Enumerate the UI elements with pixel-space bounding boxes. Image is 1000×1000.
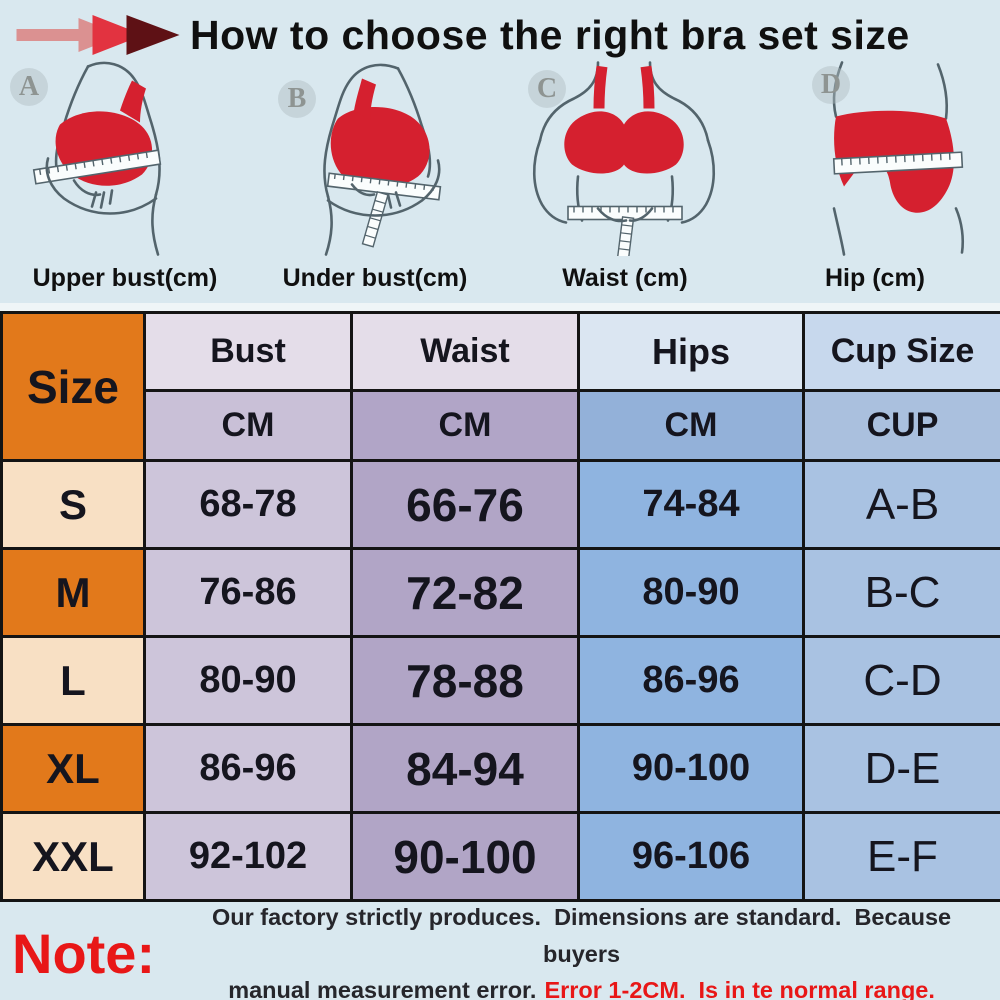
table-row-m: M 76-86 72-82 80-90 B-C	[0, 547, 1000, 638]
cup-cell: B-C	[802, 547, 1000, 638]
col-header-waist: Waist	[350, 311, 580, 392]
figure-under-bust: B	[250, 60, 500, 256]
note-label: Note:	[12, 922, 156, 985]
upper-bust-illustration	[32, 61, 162, 256]
header-row-units: CM CM CM CUP	[2, 389, 1000, 462]
col-header-hips: Hips	[577, 311, 805, 392]
unit-waist-cm: CM	[350, 389, 580, 462]
divider-strip	[0, 303, 1000, 311]
col-header-bust: Bust	[143, 311, 353, 392]
hips-cell: 96-106	[577, 811, 805, 902]
figure-letter-badge-c: C	[528, 70, 566, 108]
note-line2-red: Error 1-2CM. Is in te normal range.	[544, 977, 935, 1000]
size-chart-table: Size Bust Waist Hips Cup Size CM CM CM C…	[0, 311, 1000, 902]
note-text: Our factory strictly produces. Dimension…	[171, 899, 1000, 1000]
cup-cell: E-F	[802, 811, 1000, 902]
note-line2-black: manual measurement error.	[228, 977, 537, 1000]
size-cell: M	[0, 547, 146, 638]
unit-bust-cm: CM	[143, 389, 353, 462]
under-bust-illustration	[323, 63, 442, 256]
cup-cell: A-B	[802, 459, 1000, 550]
hips-cell: 74-84	[577, 459, 805, 550]
bust-cell: 76-86	[143, 547, 353, 638]
table-row-xxl: XXL 92-102 90-100 96-106 E-F	[0, 811, 1000, 902]
figure-waist: C	[500, 60, 750, 256]
table-row-xl: XL 86-96 84-94 90-100 D-E	[0, 723, 1000, 814]
figure-upper-bust: A	[0, 60, 250, 256]
hips-cell: 90-100	[577, 723, 805, 814]
label-under-bust: Under bust(cm)	[282, 263, 468, 292]
label-waist: Waist (cm)	[562, 263, 688, 292]
waist-cell: 78-88	[350, 635, 580, 726]
figure-letter-badge-b: B	[278, 80, 316, 118]
cup-cell: D-E	[802, 723, 1000, 814]
col-header-size: Size	[0, 311, 146, 462]
figure-letter-badge-a: A	[10, 68, 48, 106]
size-cell: S	[0, 459, 146, 550]
hips-cell: 80-90	[577, 547, 805, 638]
bust-cell: 68-78	[143, 459, 353, 550]
figure-hip: D	[750, 60, 1000, 256]
size-cell: XXL	[0, 811, 146, 902]
waist-cell: 72-82	[350, 547, 580, 638]
page-title: How to choose the right bra set size	[190, 11, 910, 58]
bust-cell: 86-96	[143, 723, 353, 814]
table-row-s: S 68-78 66-76 74-84 A-B	[0, 459, 1000, 550]
waist-cell: 84-94	[350, 723, 580, 814]
note-section: Note: Our factory strictly produces. Dim…	[0, 904, 1000, 1000]
note-line1: Our factory strictly produces. Dimension…	[211, 904, 952, 967]
figure-letter-badge-d: D	[812, 66, 850, 104]
size-cell: L	[0, 635, 146, 726]
waist-cell: 66-76	[350, 459, 580, 550]
label-hip: Hip (cm)	[825, 263, 925, 292]
table-row-l: L 80-90 78-88 86-96 C-D	[0, 635, 1000, 726]
hips-cell: 86-96	[577, 635, 805, 726]
cup-cell: C-D	[802, 635, 1000, 726]
col-header-cup-size: Cup Size	[802, 311, 1000, 392]
waist-illustration	[532, 61, 716, 256]
size-cell: XL	[0, 723, 146, 814]
measurement-figures: A	[0, 60, 1000, 256]
bust-cell: 80-90	[143, 635, 353, 726]
waist-cell: 90-100	[350, 811, 580, 902]
header-row-1: Size Bust Waist Hips Cup Size	[0, 311, 1000, 462]
unit-hips-cm: CM	[577, 389, 805, 462]
title-bar: How to choose the right bra set size	[8, 6, 996, 64]
hip-illustration	[832, 61, 965, 256]
bust-cell: 92-102	[143, 811, 353, 902]
unit-cup: CUP	[802, 389, 1000, 462]
figure-labels-row: Upper bust(cm) Under bust(cm) Waist (cm)…	[0, 256, 1000, 300]
label-upper-bust: Upper bust(cm)	[32, 263, 218, 292]
triple-arrow-icon	[16, 15, 180, 55]
